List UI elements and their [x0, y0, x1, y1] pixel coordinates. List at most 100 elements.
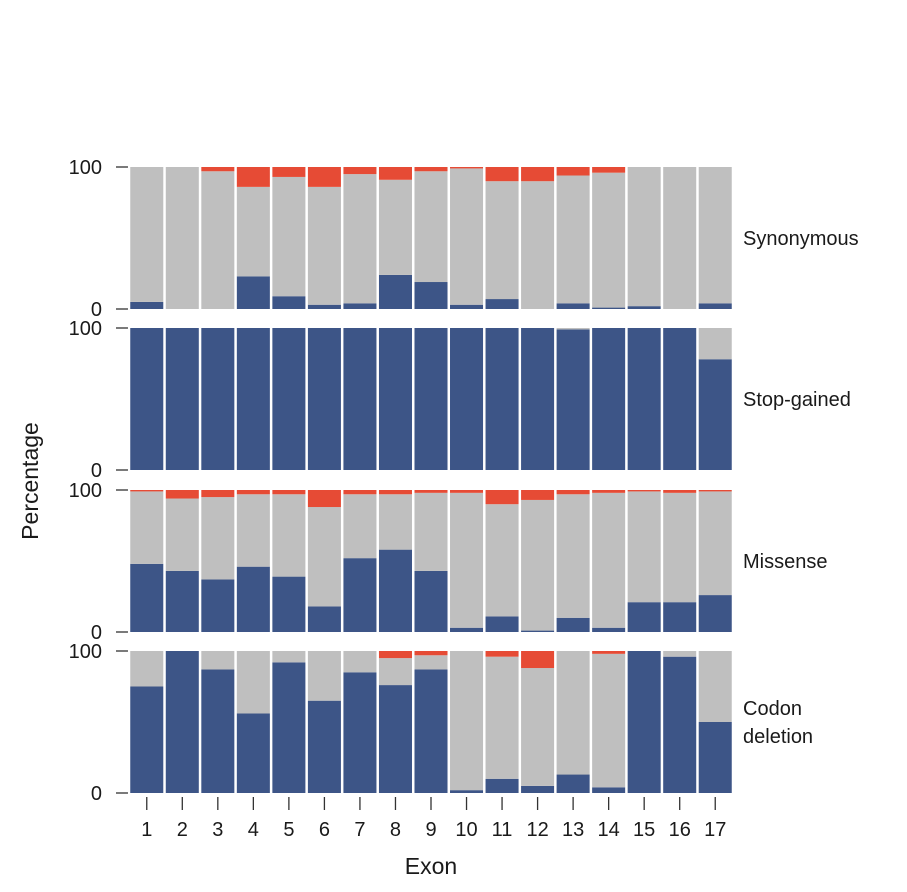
panel-label-line: Synonymous — [743, 228, 859, 250]
x-tick-label-16: 16 — [669, 819, 691, 841]
bar-stop-gained-exon-11-segment-0 — [485, 328, 519, 470]
bar-codon-deletion-exon-5-segment-1 — [272, 651, 306, 663]
bar-stop-gained-exon-10-segment-0 — [450, 328, 484, 470]
bar-codon-deletion-exon-8-segment-1 — [378, 658, 412, 686]
bar-missense-exon-3-segment-0 — [201, 579, 235, 632]
bar-missense-exon-6-segment-2 — [307, 490, 341, 508]
panel-label-line: Missense — [743, 551, 827, 573]
bar-codon-deletion-exon-9-segment-0 — [414, 669, 448, 793]
x-tick-label-1: 1 — [141, 819, 152, 841]
bar-missense-exon-17-segment-2 — [698, 490, 732, 492]
bar-codon-deletion-exon-7-segment-1 — [343, 651, 377, 673]
bar-missense-exon-16-segment-2 — [663, 490, 697, 493]
bar-synonymous-exon-9-segment-2 — [414, 167, 448, 172]
bar-missense-exon-7-segment-0 — [343, 558, 377, 632]
bar-stop-gained-exon-17-segment-1 — [698, 328, 732, 360]
bar-codon-deletion-exon-14-segment-1 — [592, 653, 626, 788]
bar-missense-exon-3-segment-1 — [201, 497, 235, 580]
bar-synonymous-exon-16-segment-1 — [663, 167, 697, 309]
bar-missense-exon-6-segment-1 — [307, 507, 341, 607]
y-tick-label-missense-0: 0 — [91, 622, 102, 644]
bar-missense-exon-9-segment-1 — [414, 492, 448, 571]
bar-codon-deletion-exon-10-segment-0 — [450, 790, 484, 793]
panel-missense: 0 100 Missense — [69, 480, 828, 644]
bar-stop-gained-exon-1-segment-0 — [130, 328, 164, 470]
bar-stop-gained-exon-16-segment-0 — [663, 328, 697, 470]
bar-missense-exon-15-segment-1 — [627, 491, 661, 603]
bar-synonymous-exon-10-segment-1 — [450, 168, 484, 305]
bar-synonymous-exon-15-segment-0 — [627, 306, 661, 309]
chart-panels: 0100Synonymous0100Stop-gained0100Missens… — [69, 157, 859, 805]
x-axis-title: Exon — [405, 853, 457, 879]
x-tick-label-8: 8 — [390, 819, 401, 841]
y-tick-label-synonymous-100: 100 — [69, 157, 102, 179]
x-tick-label-3: 3 — [212, 819, 223, 841]
bar-synonymous-exon-17-segment-1 — [698, 167, 732, 304]
bar-missense-exon-2-segment-0 — [165, 570, 199, 632]
bar-codon-deletion-exon-3-segment-0 — [201, 669, 235, 793]
panel-label-line: Codon — [743, 698, 802, 720]
bar-codon-deletion-exon-1-segment-0 — [130, 686, 164, 793]
bar-missense-exon-4-segment-0 — [236, 566, 270, 632]
bar-stop-gained-exon-17-segment-0 — [698, 359, 732, 470]
y-tick-label-codon-deletion-0: 0 — [91, 783, 102, 805]
bar-codon-deletion-exon-11-segment-2 — [485, 651, 519, 657]
x-tick-label-12: 12 — [526, 819, 548, 841]
x-tick-label-11: 11 — [492, 819, 513, 841]
bar-codon-deletion-exon-11-segment-1 — [485, 656, 519, 779]
panel-label-line: deletion — [743, 726, 813, 748]
bar-stop-gained-exon-4-segment-0 — [236, 328, 270, 470]
bar-missense-exon-2-segment-2 — [165, 490, 199, 499]
bar-missense-exon-7-segment-1 — [343, 494, 377, 559]
bar-codon-deletion-exon-15-segment-0 — [627, 651, 661, 793]
bar-synonymous-exon-2-segment-1 — [165, 167, 199, 309]
bar-stop-gained-exon-6-segment-0 — [307, 328, 341, 470]
bar-missense-exon-8-segment-1 — [378, 494, 412, 550]
bar-synonymous-exon-12-segment-1 — [521, 181, 555, 309]
bar-stop-gained-exon-13-segment-1 — [556, 328, 590, 330]
panel-label-stop-gained: Stop-gained — [743, 389, 851, 411]
bar-synonymous-exon-4-segment-1 — [236, 186, 270, 277]
bar-missense-exon-13-segment-0 — [556, 617, 590, 632]
x-tick-label-17: 17 — [704, 819, 726, 841]
bar-codon-deletion-exon-11-segment-0 — [485, 778, 519, 793]
bar-synonymous-exon-5-segment-0 — [272, 296, 306, 309]
bar-missense-exon-10-segment-2 — [450, 490, 484, 493]
x-tick-label-14: 14 — [598, 819, 620, 841]
x-tick-label-4: 4 — [248, 819, 259, 841]
bar-missense-exon-1-segment-1 — [130, 491, 164, 564]
bar-stop-gained-exon-14-segment-0 — [592, 328, 626, 470]
bar-synonymous-exon-11-segment-0 — [485, 299, 519, 309]
y-tick-label-codon-deletion-100: 100 — [69, 641, 102, 663]
bar-synonymous-exon-7-segment-0 — [343, 303, 377, 309]
bar-synonymous-exon-5-segment-2 — [272, 167, 306, 177]
bar-codon-deletion-exon-6-segment-0 — [307, 700, 341, 793]
bar-missense-exon-8-segment-2 — [378, 490, 412, 495]
bar-synonymous-exon-10-segment-2 — [450, 167, 484, 169]
bar-synonymous-exon-6-segment-0 — [307, 304, 341, 309]
bar-codon-deletion-exon-9-segment-1 — [414, 655, 448, 670]
bar-synonymous-exon-8-segment-2 — [378, 167, 412, 180]
bar-codon-deletion-exon-14-segment-2 — [592, 651, 626, 654]
bar-missense-exon-7-segment-2 — [343, 490, 377, 495]
bar-missense-exon-14-segment-0 — [592, 627, 626, 632]
panel-codon-deletion: 0 100 Codon deletion — [69, 641, 813, 805]
bar-stop-gained-exon-5-segment-0 — [272, 328, 306, 470]
bar-synonymous-exon-9-segment-1 — [414, 171, 448, 283]
bar-stop-gained-exon-13-segment-0 — [556, 329, 590, 470]
bar-missense-exon-12-segment-1 — [521, 499, 555, 631]
bar-codon-deletion-exon-12-segment-1 — [521, 668, 555, 786]
bar-codon-deletion-exon-1-segment-1 — [130, 651, 164, 687]
bar-missense-exon-14-segment-1 — [592, 492, 626, 628]
bar-synonymous-exon-11-segment-1 — [485, 181, 519, 300]
bar-missense-exon-9-segment-0 — [414, 570, 448, 632]
bar-codon-deletion-exon-13-segment-0 — [556, 774, 590, 793]
bar-missense-exon-9-segment-2 — [414, 490, 448, 493]
bar-synonymous-exon-9-segment-0 — [414, 282, 448, 309]
bar-synonymous-exon-4-segment-2 — [236, 167, 270, 187]
y-axis-title: Percentage — [17, 422, 43, 540]
x-tick-label-6: 6 — [319, 819, 330, 841]
bar-synonymous-exon-12-segment-2 — [521, 167, 555, 182]
panel-label-synonymous: Synonymous — [743, 228, 859, 250]
